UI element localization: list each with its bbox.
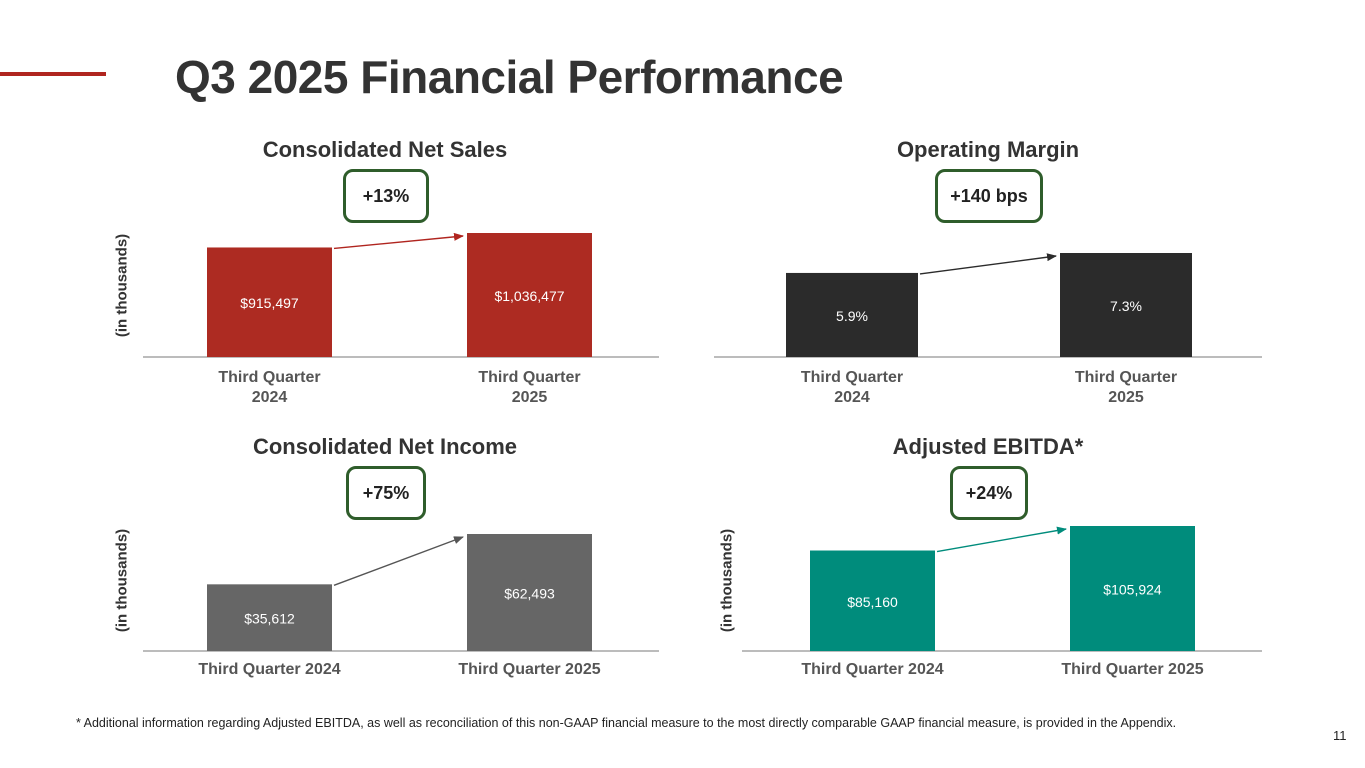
page-number: 11	[1333, 728, 1347, 743]
net-sales-category-label-1: Third Quarter 2024	[218, 369, 320, 406]
net-sales-category-label-2: Third Quarter 2025	[478, 369, 580, 406]
net-sales-bar-2	[467, 233, 592, 357]
adjusted-ebitda-chart: $85,160 Third Quarter 2024 $105,924 Third Q…	[742, 526, 1262, 678]
net-income-change-badge: +75%	[346, 466, 426, 520]
adjusted-ebitda-value-label-1: $85,160	[847, 594, 898, 610]
net-income-value-label-1: $35,612	[244, 611, 295, 627]
adjusted-ebitda-value-label-2: $105,924	[1103, 582, 1162, 598]
net-income-bar-1	[207, 584, 332, 651]
footnote: * Additional information regarding Adjus…	[76, 716, 1177, 730]
adjusted-ebitda-y-axis-label: (in thousands)	[718, 528, 736, 633]
operating-margin-value-label-1: 5.9%	[836, 308, 868, 324]
net-sales-title: Consolidated Net Sales	[262, 137, 508, 162]
net-sales-value-label-1: $915,497	[240, 295, 299, 311]
net-sales-chart: $915,497 Third Quarter 2024 $1,036,477 Third…	[143, 232, 659, 406]
page-title: Q3 2025 Financial Performance	[175, 51, 844, 103]
net-income-category-label-1: Third Quarter 2024	[198, 661, 340, 678]
operating-margin-value-label-2: 7.3%	[1110, 298, 1142, 314]
net-sales-bar-1	[207, 247, 332, 357]
adjusted-ebitda-trend-arrow	[936, 526, 1067, 553]
adjusted-ebitda-bar-2	[1070, 526, 1195, 651]
net-income-trend-arrow	[333, 536, 464, 586]
net-income-category-label-2: Third Quarter 2025	[458, 661, 600, 678]
operating-margin-bar-1	[786, 272, 918, 357]
net-sales-y-axis-label: (in thousands)	[113, 233, 131, 338]
adjusted-ebitda-bar-1	[810, 550, 935, 651]
operating-margin-chart: 5.9% Third Quarter 2024 7.3% Third Quarter 20…	[714, 253, 1262, 406]
net-income-title: Consolidated Net Income	[252, 434, 518, 459]
operating-margin-title: Operating Margin	[896, 137, 1080, 162]
adjusted-ebitda-category-label-2: Third Quarter 2025	[1061, 661, 1203, 678]
net-income-value-label-2: $62,493	[504, 586, 555, 602]
operating-margin-category-label-1: Third Quarter 2024	[801, 369, 903, 406]
title-accent-line	[0, 72, 106, 76]
adjusted-ebitda-change-badge: +24%	[950, 466, 1028, 520]
net-income-chart: $35,612 Third Quarter 2024 $62,493 Third Qu…	[143, 534, 659, 678]
operating-margin-bar-2	[1060, 253, 1192, 357]
operating-margin-category-label-2: Third Quarter 2025	[1075, 369, 1177, 406]
adjusted-ebitda-category-label-1: Third Quarter 2024	[801, 661, 943, 678]
adjusted-ebitda-title: Adjusted EBITDA*	[892, 434, 1084, 459]
operating-margin-trend-arrow	[919, 253, 1057, 275]
net-sales-trend-arrow	[333, 232, 464, 250]
net-income-y-axis-label: (in thousands)	[113, 528, 131, 633]
operating-margin-change-badge: +140 bps	[935, 169, 1043, 223]
net-sales-change-badge: +13%	[343, 169, 429, 223]
net-income-bar-2	[467, 534, 592, 651]
net-sales-value-label-2: $1,036,477	[494, 288, 564, 304]
